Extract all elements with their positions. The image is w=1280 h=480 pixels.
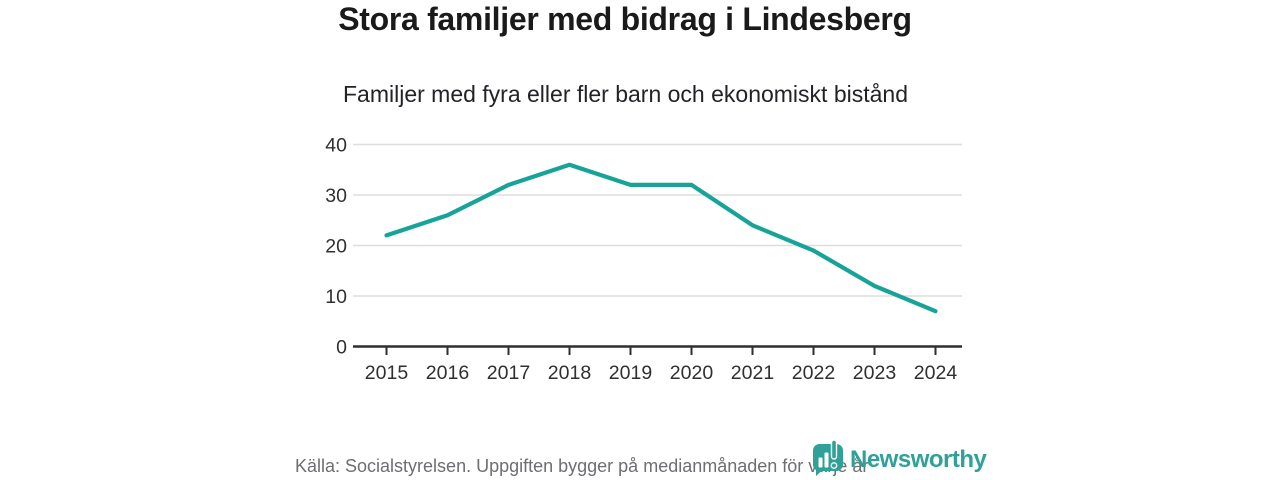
- x-tick-label: 2023: [853, 362, 896, 384]
- chart-subtitle: Familjer med fyra eller fler barn och ek…: [342, 81, 908, 107]
- x-tick-label: 2020: [670, 362, 714, 384]
- y-tick-label: 20: [325, 236, 347, 258]
- page-title: Stora familjer med bidrag i Lindesberg: [338, 1, 912, 37]
- x-tick-label: 2016: [426, 362, 469, 384]
- y-tick-label: 30: [325, 185, 347, 207]
- x-tick-label: 2024: [914, 362, 958, 384]
- data-series-line: [384, 162, 938, 314]
- newsworthy-wordmark: Newsworthy: [850, 446, 987, 473]
- y-tick-label: 0: [336, 337, 347, 359]
- newsworthy-logo: Newsworthy: [812, 439, 987, 477]
- x-tick-label: 2021: [731, 362, 774, 384]
- y-tick-label: 10: [325, 286, 347, 308]
- x-tick-label: 2019: [609, 362, 652, 384]
- x-tick-label: 2018: [548, 362, 591, 384]
- y-tick-label: 40: [325, 135, 347, 157]
- x-tick-label: 2022: [792, 362, 835, 384]
- newsworthy-speech-bubble-bar-chart-icon: [813, 439, 843, 476]
- x-tick-label: 2015: [365, 362, 409, 384]
- source-note: Källa: Socialstyrelsen. Uppgiften bygger…: [295, 456, 869, 476]
- x-tick-label: 2017: [487, 362, 530, 384]
